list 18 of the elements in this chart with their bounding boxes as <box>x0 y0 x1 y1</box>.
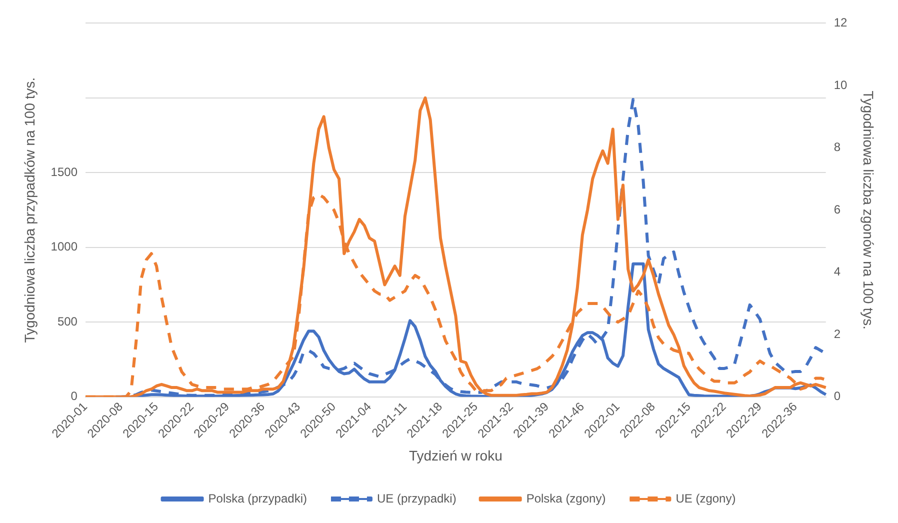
y2-tick-label: 6 <box>834 202 841 216</box>
legend-label: Polska (zgony) <box>526 491 606 506</box>
y2-tick-label: 12 <box>834 16 848 30</box>
y-axis-title: Tygodniowa liczba przypadków na 100 tys. <box>21 77 38 343</box>
x-axis-title: Tydzień w roku <box>408 447 502 464</box>
y-tick-label: 0 <box>70 389 78 404</box>
y2-tick-label: 2 <box>834 326 841 341</box>
legend-label: Polska (przypadki) <box>208 491 307 506</box>
y-tick-label: 500 <box>57 314 78 328</box>
y2-axis-title: Tygodniowa liczba zgonów na 100 tys. <box>860 90 877 330</box>
y2-tick-label: 0 <box>834 389 841 404</box>
y2-tick-label: 10 <box>834 78 848 92</box>
y-tick-label: 1500 <box>50 164 78 179</box>
legend-label: UE (przypadki) <box>376 491 456 506</box>
legend-label: UE (zgony) <box>676 491 736 506</box>
y2-tick-label: 8 <box>834 140 841 154</box>
y2-tick-label: 4 <box>834 264 841 279</box>
y-tick-label: 1000 <box>50 240 78 254</box>
